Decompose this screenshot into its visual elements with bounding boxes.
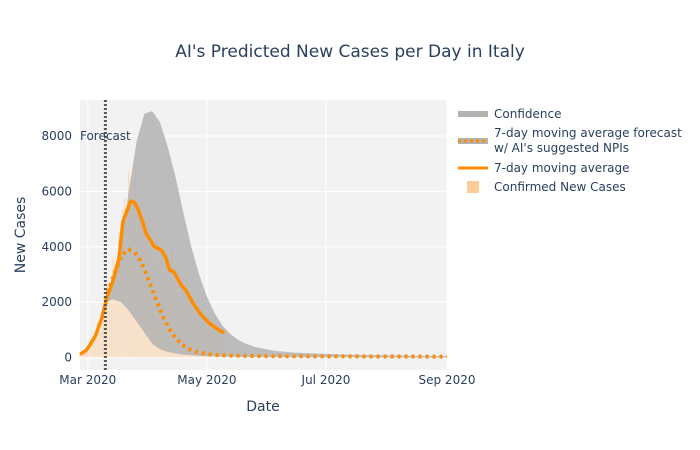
legend-item: Confirmed New Cases bbox=[467, 180, 626, 194]
x-axis-title: Date bbox=[246, 399, 279, 415]
legend-label: Confirmed New Cases bbox=[494, 180, 626, 194]
y-tick-label: 0 bbox=[64, 351, 72, 365]
y-tick-label: 8000 bbox=[41, 129, 72, 143]
bar-confirmed-new-cases bbox=[106, 284, 109, 358]
x-tick-label: Jul 2020 bbox=[301, 373, 351, 387]
bar-confirmed-new-cases bbox=[100, 316, 103, 358]
y-axis-title: New Cases bbox=[13, 197, 29, 274]
bar-confirmed-new-cases bbox=[98, 332, 101, 358]
bar-confirmed-new-cases bbox=[114, 285, 116, 358]
legend-item: Confidence bbox=[458, 107, 561, 121]
bar-confirmed-new-cases bbox=[104, 318, 107, 358]
x-axis-ticks: Mar 2020 May 2020 Jul 2020 Sep 2020 bbox=[59, 373, 475, 387]
y-tick-label: 4000 bbox=[41, 240, 72, 254]
forecast-line bbox=[103, 247, 448, 359]
bar-confirmed-new-cases bbox=[92, 340, 95, 358]
bar-confirmed-new-cases bbox=[120, 270, 122, 358]
y-axis-ticks: 0 2000 4000 6000 8000 bbox=[41, 129, 72, 365]
legend-item: 7-day moving average forecast w/ AI's sug… bbox=[458, 126, 682, 155]
legend-label: Confidence bbox=[494, 107, 561, 121]
x-tick-label: Sep 2020 bbox=[419, 373, 476, 387]
forecast-annotation: Forecast bbox=[80, 129, 131, 143]
bar-confirmed-new-cases bbox=[112, 258, 114, 358]
bar-confirmed-new-cases bbox=[83, 353, 85, 358]
legend-item: 7-day moving average bbox=[458, 161, 629, 175]
legend-swatch-confirmed-cases bbox=[467, 181, 479, 193]
legend-label: 7-day moving average forecast w/ AI's sug… bbox=[494, 126, 682, 155]
chart-title: AI's Predicted New Cases per Day in Ital… bbox=[175, 42, 525, 62]
bar-confirmed-new-cases bbox=[79, 354, 81, 358]
legend: Confidence 7-day moving average forecast w… bbox=[458, 107, 682, 194]
legend-label: 7-day moving average bbox=[494, 161, 629, 175]
bar-confirmed-new-cases bbox=[88, 348, 91, 358]
bar-confirmed-new-cases bbox=[94, 338, 97, 358]
bar-confirmed-new-cases bbox=[96, 322, 99, 358]
bar-confirmed-new-cases bbox=[116, 272, 118, 358]
x-tick-label: Mar 2020 bbox=[59, 373, 116, 387]
bar-confirmed-new-cases bbox=[90, 337, 93, 358]
bar-confirmed-new-cases bbox=[87, 347, 89, 358]
bar-confirmed-new-cases bbox=[102, 303, 105, 358]
bar-confirmed-new-cases bbox=[110, 301, 113, 358]
y-tick-label: 2000 bbox=[41, 295, 72, 309]
y-tick-label: 6000 bbox=[41, 184, 72, 198]
bar-confirmed-new-cases bbox=[108, 290, 111, 358]
x-tick-label: May 2020 bbox=[177, 373, 236, 387]
bar-confirmed-new-cases bbox=[85, 349, 87, 358]
